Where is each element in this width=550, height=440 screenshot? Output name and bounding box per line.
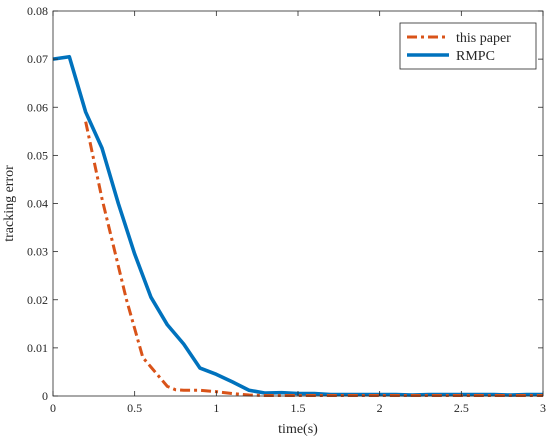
y-tick-label: 0.08 (27, 4, 48, 18)
x-tick-label: 1.5 (291, 401, 306, 415)
legend-label-rmpc: RMPC (456, 49, 495, 64)
y-tick-label: 0 (42, 389, 48, 403)
y-axis: 0 0.01 0.02 0.03 0.04 0.05 0.06 0.07 0.08 (27, 4, 543, 403)
legend-box (399, 22, 537, 70)
x-tick-label: 1 (213, 401, 219, 415)
x-axis: 0 0.5 1 1.5 2 2.5 3 (50, 11, 546, 415)
x-tick-label: 0 (50, 401, 56, 415)
y-tick-label: 0.02 (27, 293, 48, 307)
y-tick-label: 0.01 (27, 341, 48, 355)
y-axis-label: tracking error (2, 165, 17, 242)
y-tick-label: 0.04 (27, 197, 48, 211)
x-tick-label: 3 (540, 401, 546, 415)
legend: this paper RMPC (399, 22, 537, 70)
y-tick-label: 0.03 (27, 245, 48, 259)
x-tick-label: 2 (377, 401, 383, 415)
y-tick-label: 0.06 (27, 100, 48, 114)
x-tick-label: 2.5 (454, 401, 469, 415)
legend-label-this-paper: this paper (456, 31, 511, 46)
y-tick-label: 0.07 (27, 52, 48, 66)
x-tick-label: 0.5 (127, 401, 142, 415)
x-axis-label: time(s) (278, 422, 318, 437)
y-tick-label: 0.05 (27, 148, 48, 162)
series-line-this-paper (84, 121, 543, 398)
